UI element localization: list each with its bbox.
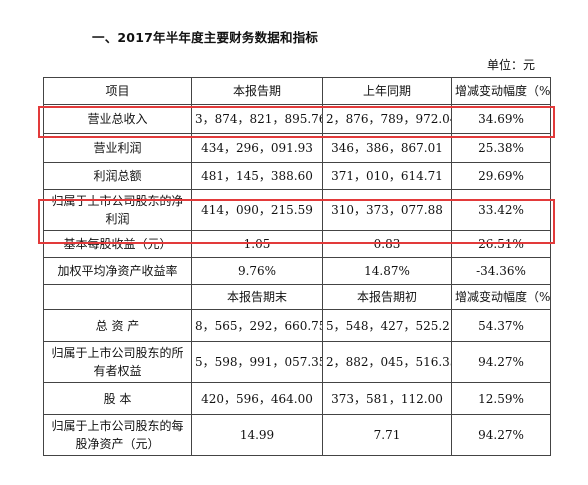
row-item: 营业利润: [43, 133, 192, 163]
row-current: 14.99: [191, 414, 323, 456]
row-change: -34.36%: [451, 257, 551, 285]
highlight-box-net-profit: [38, 199, 555, 244]
table-row: 加权平均净资产收益率 9.76% 14.87% -34.36%: [43, 257, 551, 285]
row-change: 29.69%: [451, 162, 551, 190]
table-row: 归属于上市公司股东的净利润 414，090，215.59 310，373，077…: [43, 189, 551, 231]
header-item: 项目: [43, 77, 192, 105]
header-current: 本报告期: [191, 77, 323, 105]
row-item: 总 资 产: [43, 309, 192, 342]
row-previous: 371，010，614.71: [322, 162, 452, 190]
unit-label: 单位：元: [487, 58, 536, 72]
table-subheader-row: 本报告期末 本报告期初 增减变动幅度（%）: [43, 284, 551, 310]
row-change: 54.37%: [451, 309, 551, 342]
row-previous: 373，581，112.00: [322, 382, 452, 415]
row-change: 12.59%: [451, 382, 551, 415]
row-previous: 2，882，045，516.35: [322, 341, 452, 383]
financial-table: 项目 本报告期 上年同期 增减变动幅度（%） 营业总收入 3，874，821，8…: [43, 77, 551, 456]
table-row: 营业总收入 3，874，821，895.76 2，876，789，972.04 …: [43, 104, 551, 134]
row-change: 94.27%: [451, 414, 551, 456]
header-change: 增减变动幅度（%）: [451, 77, 551, 105]
subheader-current: 本报告期末: [191, 284, 323, 310]
row-change: 25.38%: [451, 133, 551, 163]
row-change: 94.27%: [451, 341, 551, 383]
row-item: 归属于上市公司股东的每股净资产（元）: [43, 414, 192, 456]
row-previous: 310，373，077.88: [322, 189, 452, 231]
row-item: 利润总额: [43, 162, 192, 190]
row-item: 股 本: [43, 382, 192, 415]
subheader-item: [43, 284, 192, 310]
subheader-previous: 本报告期初: [322, 284, 452, 310]
row-current: 1.05: [191, 230, 323, 258]
row-previous: 14.87%: [322, 257, 452, 285]
table-header-row: 项目 本报告期 上年同期 增减变动幅度（%）: [43, 77, 551, 105]
header-previous: 上年同期: [322, 77, 452, 105]
table-row: 归属于上市公司股东的所有者权益 5，598，991，057.35 2，882，0…: [43, 341, 551, 383]
row-change: 33.42%: [451, 189, 551, 231]
row-current: 434，296，091.93: [191, 133, 323, 163]
row-item: 加权平均净资产收益率: [43, 257, 192, 285]
table-row: 归属于上市公司股东的每股净资产（元） 14.99 7.71 94.27%: [43, 414, 551, 456]
table-row: 营业利润 434，296，091.93 346，386，867.01 25.38…: [43, 133, 551, 163]
row-current: 8，565，292，660.75: [191, 309, 323, 342]
table-row: 利润总额 481，145，388.60 371，010，614.71 29.69…: [43, 162, 551, 190]
section-heading: 一、2017年半年度主要财务数据和指标: [92, 30, 319, 45]
row-previous: 7.71: [322, 414, 452, 456]
row-previous: 346，386，867.01: [322, 133, 452, 163]
table-row: 基本每股收益（元） 1.05 0.83 26.51%: [43, 230, 551, 258]
row-item: 归属于上市公司股东的净利润: [43, 189, 192, 231]
row-current: 420，596，464.00: [191, 382, 323, 415]
row-current: 9.76%: [191, 257, 323, 285]
row-current: 5，598，991，057.35: [191, 341, 323, 383]
row-previous: 5，548，427，525.21: [322, 309, 452, 342]
table-row: 总 资 产 8，565，292，660.75 5，548，427，525.21 …: [43, 309, 551, 342]
row-item: 归属于上市公司股东的所有者权益: [43, 341, 192, 383]
row-change: 34.69%: [451, 104, 551, 134]
row-current: 481，145，388.60: [191, 162, 323, 190]
subheader-change: 增减变动幅度（%）: [451, 284, 551, 310]
highlight-box-revenue: [38, 106, 555, 138]
row-previous: 2，876，789，972.04: [322, 104, 452, 134]
table-row: 股 本 420，596，464.00 373，581，112.00 12.59%: [43, 382, 551, 415]
